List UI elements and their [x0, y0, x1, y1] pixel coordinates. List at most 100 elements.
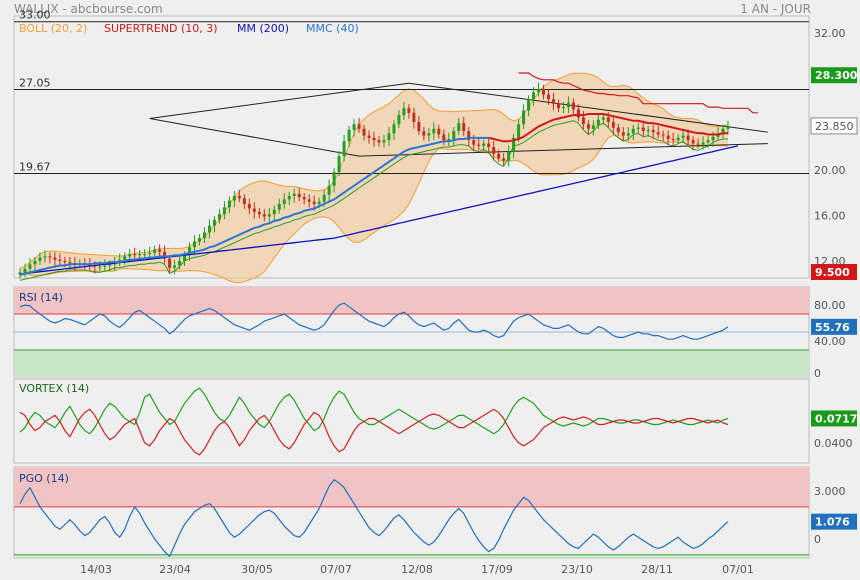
- vortex-minus-line: [19, 408, 729, 456]
- candle-body: [397, 115, 401, 125]
- legend-mmc40: MMC (40): [306, 22, 359, 35]
- candle-body: [591, 125, 595, 129]
- rsi-line: [19, 302, 729, 340]
- candle-body: [53, 257, 57, 260]
- candle-body: [631, 128, 635, 134]
- ma200-line: [19, 145, 739, 276]
- candle-body: [556, 103, 560, 109]
- candle-body: [661, 134, 665, 136]
- candle-body: [467, 131, 471, 141]
- candle-body: [437, 128, 441, 135]
- candle-body: [696, 143, 700, 145]
- candle-body: [547, 94, 551, 100]
- candle-body: [596, 119, 600, 126]
- pgo-tick-0: 3.000: [814, 485, 846, 498]
- candle-body: [212, 219, 216, 226]
- candle-body: [98, 266, 102, 268]
- candle-body: [357, 124, 361, 129]
- candle-body: [571, 102, 575, 110]
- candle-body: [606, 117, 610, 122]
- vortex-plus-line: [19, 387, 729, 435]
- x-tick-7: 28/11: [641, 563, 673, 576]
- level-label-2: 19.67: [19, 161, 51, 174]
- candle-body: [18, 272, 22, 275]
- vortex-tick-1: 0.0400: [814, 437, 853, 450]
- candle-body: [257, 211, 261, 215]
- candle-body: [302, 197, 306, 200]
- candle-body: [527, 99, 531, 111]
- candle-body: [586, 124, 590, 129]
- price-layer: 33.00 27.05 19.67: [14, 9, 809, 284]
- candle-body: [452, 131, 456, 140]
- candle-body: [23, 268, 27, 273]
- supertrend-line-0: [518, 72, 758, 114]
- trendline-1: [149, 118, 360, 157]
- candle-body: [601, 117, 605, 120]
- candle-body: [63, 260, 67, 263]
- price-tick-0: 32.00: [814, 27, 846, 40]
- candle-body: [342, 141, 346, 157]
- candle-body: [701, 142, 705, 145]
- candle-body: [392, 124, 396, 134]
- pgo-badge-bg: [811, 513, 857, 530]
- candle-body: [427, 133, 431, 136]
- candle-body: [337, 156, 341, 173]
- level-label-1: 27.05: [19, 76, 51, 89]
- candle-body: [222, 207, 226, 215]
- legend-supertrend: SUPERTREND (10, 3): [104, 22, 218, 35]
- ma40-line: [19, 136, 489, 276]
- candle-body: [542, 88, 546, 95]
- candle-body: [522, 110, 526, 125]
- candle-body: [277, 203, 281, 210]
- candle-body: [282, 199, 286, 204]
- candle-body: [163, 251, 167, 259]
- rsi-tick-1: 40.00: [814, 335, 846, 348]
- candle-body: [232, 195, 236, 201]
- candle-body: [377, 140, 381, 143]
- candle-body: [442, 134, 446, 141]
- candle-body: [252, 208, 256, 212]
- vortex-badge-bg: [811, 410, 857, 427]
- candle-body: [626, 133, 630, 136]
- x-tick-6: 23/10: [561, 563, 593, 576]
- rsi-layer: [14, 287, 809, 377]
- candle-body: [133, 254, 137, 256]
- x-tick-3: 07/07: [320, 563, 352, 576]
- rsi-badge-bg: [811, 318, 857, 335]
- legend-mm200: MM (200): [237, 22, 289, 35]
- pgo-badge: 1.076: [815, 516, 850, 529]
- vortex-layer: [19, 387, 729, 456]
- candle-body: [497, 153, 501, 159]
- candle-body: [143, 254, 147, 256]
- candle-body: [312, 201, 316, 204]
- candle-body: [272, 209, 276, 215]
- candle-body: [636, 127, 640, 129]
- candle-body: [551, 99, 555, 104]
- bollinger-lower: [19, 134, 729, 284]
- candle-body: [477, 144, 481, 146]
- candle-body: [412, 112, 416, 122]
- candle-body: [507, 151, 511, 161]
- candle-body: [43, 256, 47, 258]
- candle-body: [237, 195, 241, 199]
- x-tick-0: 14/03: [80, 563, 112, 576]
- candle-body: [153, 249, 157, 253]
- candle-body: [616, 127, 620, 133]
- candle-body: [347, 129, 351, 142]
- pgo-layer: [14, 467, 809, 558]
- candle-body: [532, 92, 536, 100]
- candle-body: [721, 128, 725, 134]
- candle-body: [367, 135, 371, 138]
- candle-body: [227, 200, 231, 208]
- candle-body: [108, 264, 112, 266]
- level-label-0: 33.00: [19, 9, 51, 22]
- candle-body: [68, 262, 72, 264]
- candle-body: [28, 264, 32, 269]
- candle-body: [202, 232, 206, 239]
- candle-body: [676, 137, 680, 141]
- candle-body: [327, 185, 331, 195]
- x-tick-5: 17/09: [481, 563, 513, 576]
- candle-body: [103, 265, 107, 267]
- candle-body: [641, 127, 645, 132]
